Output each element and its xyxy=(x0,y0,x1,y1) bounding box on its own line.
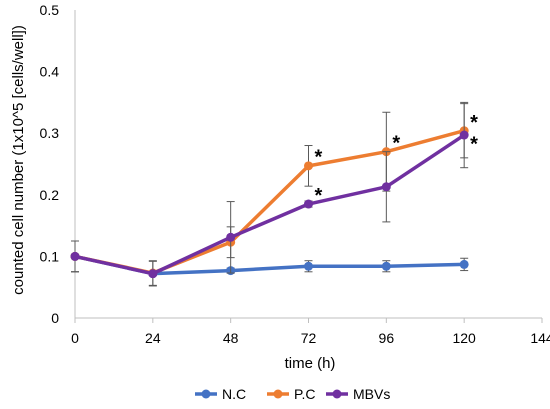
data-point xyxy=(381,261,391,271)
series-n-c xyxy=(70,240,469,279)
series-line xyxy=(74,133,466,276)
data-point xyxy=(381,182,391,192)
data-point xyxy=(226,232,236,242)
significance-markers: ***** xyxy=(315,112,479,207)
data-point xyxy=(70,251,80,261)
tick-labels: 0 24 48 72 96 120 144 0 0.1 0.2 0.3 0.4 0.5 xyxy=(40,2,550,346)
y-axis-title: counted cell number (1x10^5 [cells/well]… xyxy=(10,25,27,295)
data-point xyxy=(459,130,469,140)
x-axis-title: time (h) xyxy=(285,355,336,372)
legend-swatch-marker xyxy=(273,389,283,399)
series-mbvs xyxy=(70,101,469,287)
legend-label: N.C xyxy=(222,386,246,402)
x-tick-label: 0 xyxy=(71,330,79,346)
x-tick-label: 120 xyxy=(452,330,476,346)
legend: N.C P.C MBVs xyxy=(195,386,390,402)
legend-item: MBVs xyxy=(326,386,390,402)
significance-asterisk: * xyxy=(315,185,323,207)
data-point xyxy=(148,269,158,279)
y-tick-label: 0.2 xyxy=(40,187,60,203)
x-tick-label: 48 xyxy=(223,330,239,346)
series-lines xyxy=(70,101,469,287)
x-tick-label: 96 xyxy=(379,330,395,346)
y-tick-label: 0 xyxy=(51,310,59,326)
series-line xyxy=(74,129,465,275)
y-tick-label: 0.4 xyxy=(40,64,60,80)
y-tick-label: 0.5 xyxy=(40,2,60,18)
data-point xyxy=(304,199,313,209)
significance-asterisk: * xyxy=(470,134,478,156)
legend-swatch-marker xyxy=(332,389,342,399)
x-tick-label: 72 xyxy=(301,330,317,346)
data-point xyxy=(304,161,313,171)
significance-asterisk: * xyxy=(315,147,323,169)
data-point xyxy=(459,259,469,269)
significance-asterisk: * xyxy=(392,132,400,154)
legend-swatch-marker xyxy=(201,389,211,399)
x-tick-label: 24 xyxy=(145,330,161,346)
y-tick-label: 0.1 xyxy=(40,248,60,264)
legend-item: P.C xyxy=(267,386,316,402)
data-point xyxy=(304,261,313,271)
x-tick-label: 144 xyxy=(530,330,550,346)
series-p-c xyxy=(70,103,469,286)
significance-asterisk: * xyxy=(470,112,478,134)
legend-label: P.C xyxy=(294,386,316,402)
legend-item: N.C xyxy=(195,386,246,402)
legend-label: MBVs xyxy=(353,386,390,402)
y-tick-label: 0.3 xyxy=(40,125,60,141)
